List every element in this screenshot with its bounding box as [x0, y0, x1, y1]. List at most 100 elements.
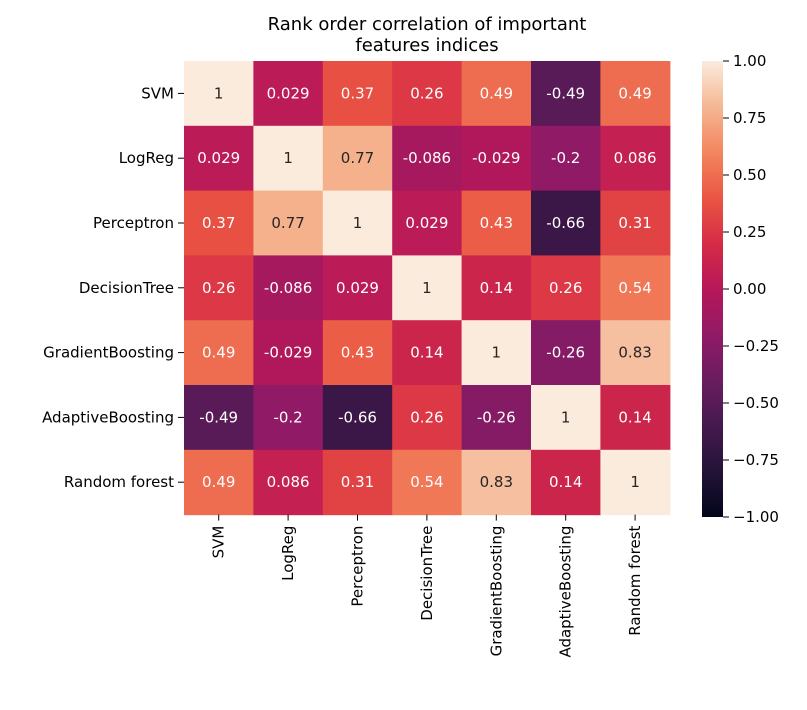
- heatmap-cell: [461, 190, 532, 256]
- heatmap-cell: [322, 320, 393, 386]
- cell-annotation: 0.029: [267, 84, 310, 102]
- y-tick-label: AdaptiveBoosting: [42, 408, 174, 426]
- heatmap-cell: [461, 385, 532, 451]
- cell-annotation: 0.77: [271, 214, 304, 232]
- cell-annotation: 0.49: [202, 344, 235, 362]
- cell-annotation: 0.49: [202, 473, 235, 491]
- cell-annotation: 0.43: [341, 344, 374, 362]
- heatmap-cells: [184, 61, 671, 516]
- heatmap-cell: [531, 61, 601, 127]
- cell-annotation: -0.66: [546, 214, 585, 232]
- heatmap-cell: [184, 61, 254, 127]
- cell-annotation: 0.26: [410, 84, 443, 102]
- cell-annotation: 0.49: [618, 84, 651, 102]
- colorbar-tick-label: 0.25: [733, 223, 766, 241]
- cell-annotation: 1: [492, 344, 502, 362]
- heatmap-cell: [322, 449, 393, 516]
- cell-annotation: 0.14: [618, 408, 651, 426]
- heatmap-cell: [322, 385, 393, 451]
- heatmap-cell: [461, 61, 532, 127]
- x-tick-label: SVM: [210, 526, 228, 559]
- y-tick-label: LogReg: [119, 149, 174, 167]
- heatmap-cell: [600, 255, 671, 321]
- x-tick-label: AdaptiveBoosting: [557, 526, 575, 658]
- y-tick-label: Random forest: [64, 473, 174, 491]
- cell-annotation: 0.26: [202, 279, 235, 297]
- cell-annotation: 1: [561, 408, 571, 426]
- colorbar-tick-label: 1.00: [733, 52, 766, 70]
- cell-annotation: -0.49: [546, 84, 585, 102]
- cell-annotation: -0.029: [264, 344, 312, 362]
- cell-annotation: 0.54: [410, 473, 443, 491]
- heatmap-cell: [253, 320, 324, 386]
- heatmap-cell: [600, 61, 671, 127]
- heatmap-cell: [253, 385, 324, 451]
- x-tick-label: DecisionTree: [418, 526, 436, 621]
- cell-annotation: 0.54: [618, 279, 651, 297]
- heatmap-cell: [253, 125, 324, 192]
- heatmap-cell: [461, 125, 532, 192]
- cell-annotation: 1: [353, 214, 363, 232]
- heatmap-cell: [322, 255, 393, 321]
- heatmap-cell: [322, 125, 393, 192]
- colorbar: [702, 61, 723, 517]
- heatmap-cell: [392, 320, 463, 386]
- colorbar-tick-label: 0.50: [733, 166, 766, 184]
- cell-annotation: 1: [630, 473, 640, 491]
- heatmap-cell: [253, 190, 324, 256]
- cell-annotation: 1: [214, 84, 224, 102]
- x-tick-label: LogReg: [279, 526, 297, 581]
- cell-annotation: 0.83: [618, 344, 651, 362]
- cell-annotation: 0.49: [480, 84, 513, 102]
- x-tick-label: Perceptron: [349, 526, 367, 607]
- heatmap-cell: [184, 125, 254, 192]
- heatmap-cell: [461, 255, 532, 321]
- y-axis-ticks: SVM LogReg Perceptron DecisionTree GradientB…: [42, 84, 184, 491]
- colorbar-tick-label: −0.25: [733, 337, 779, 355]
- colorbar-tick-label: −1.00: [733, 508, 779, 526]
- heatmap-cell: [184, 449, 254, 516]
- heatmap-cell: [392, 190, 463, 256]
- cell-annotation: 0.14: [410, 344, 443, 362]
- heatmap-cell: [531, 255, 601, 321]
- heatmap-cell: [184, 190, 254, 256]
- cell-annotation: -0.029: [472, 149, 520, 167]
- cell-annotation: -0.49: [199, 408, 238, 426]
- heatmap-cell: [531, 320, 601, 386]
- heatmap-cell: [392, 61, 463, 127]
- x-tick-label: GradientBoosting: [487, 526, 505, 657]
- heatmap-cell: [600, 190, 671, 256]
- cell-annotation: 0.37: [202, 214, 235, 232]
- cell-annotation: -0.086: [264, 279, 312, 297]
- cell-annotation: 0.31: [341, 473, 374, 491]
- heatmap-cell: [184, 320, 254, 386]
- heatmap-cell: [600, 125, 671, 192]
- heatmap-cell: [322, 61, 393, 127]
- colorbar-tick-label: 0.75: [733, 109, 766, 127]
- chart-title-line-1: Rank order correlation of important: [268, 14, 587, 35]
- chart-title: Rank order correlation of important feat…: [268, 14, 587, 56]
- cell-annotation: -0.2: [551, 149, 580, 167]
- cell-annotation: 0.14: [480, 279, 513, 297]
- heatmap-cell: [461, 320, 532, 386]
- heatmap-cell: [184, 255, 254, 321]
- cell-annotation: -0.26: [477, 408, 516, 426]
- heatmap-cell: [531, 385, 601, 451]
- heatmap-cell: [392, 255, 463, 321]
- cell-annotation: -0.66: [338, 408, 377, 426]
- y-tick-label: DecisionTree: [79, 279, 174, 297]
- heatmap-cell: [531, 125, 601, 192]
- heatmap-cell: [600, 385, 671, 451]
- heatmap-cell: [392, 385, 463, 451]
- cell-annotation: 0.37: [341, 84, 374, 102]
- cell-annotation: -0.2: [273, 408, 302, 426]
- heatmap-cell: [531, 449, 601, 516]
- colorbar-ticks: 1.00 0.75 0.50 0.25 0.00 −0.25 −0.50 −0.75 −1.00: [723, 52, 779, 526]
- colorbar-tick-label: −0.50: [733, 394, 779, 412]
- cell-annotation: 0.26: [549, 279, 582, 297]
- cell-annotation: 0.086: [267, 473, 310, 491]
- cell-annotation: 0.83: [480, 473, 513, 491]
- y-tick-label: SVM: [141, 84, 174, 102]
- heatmap-cell: [184, 385, 254, 451]
